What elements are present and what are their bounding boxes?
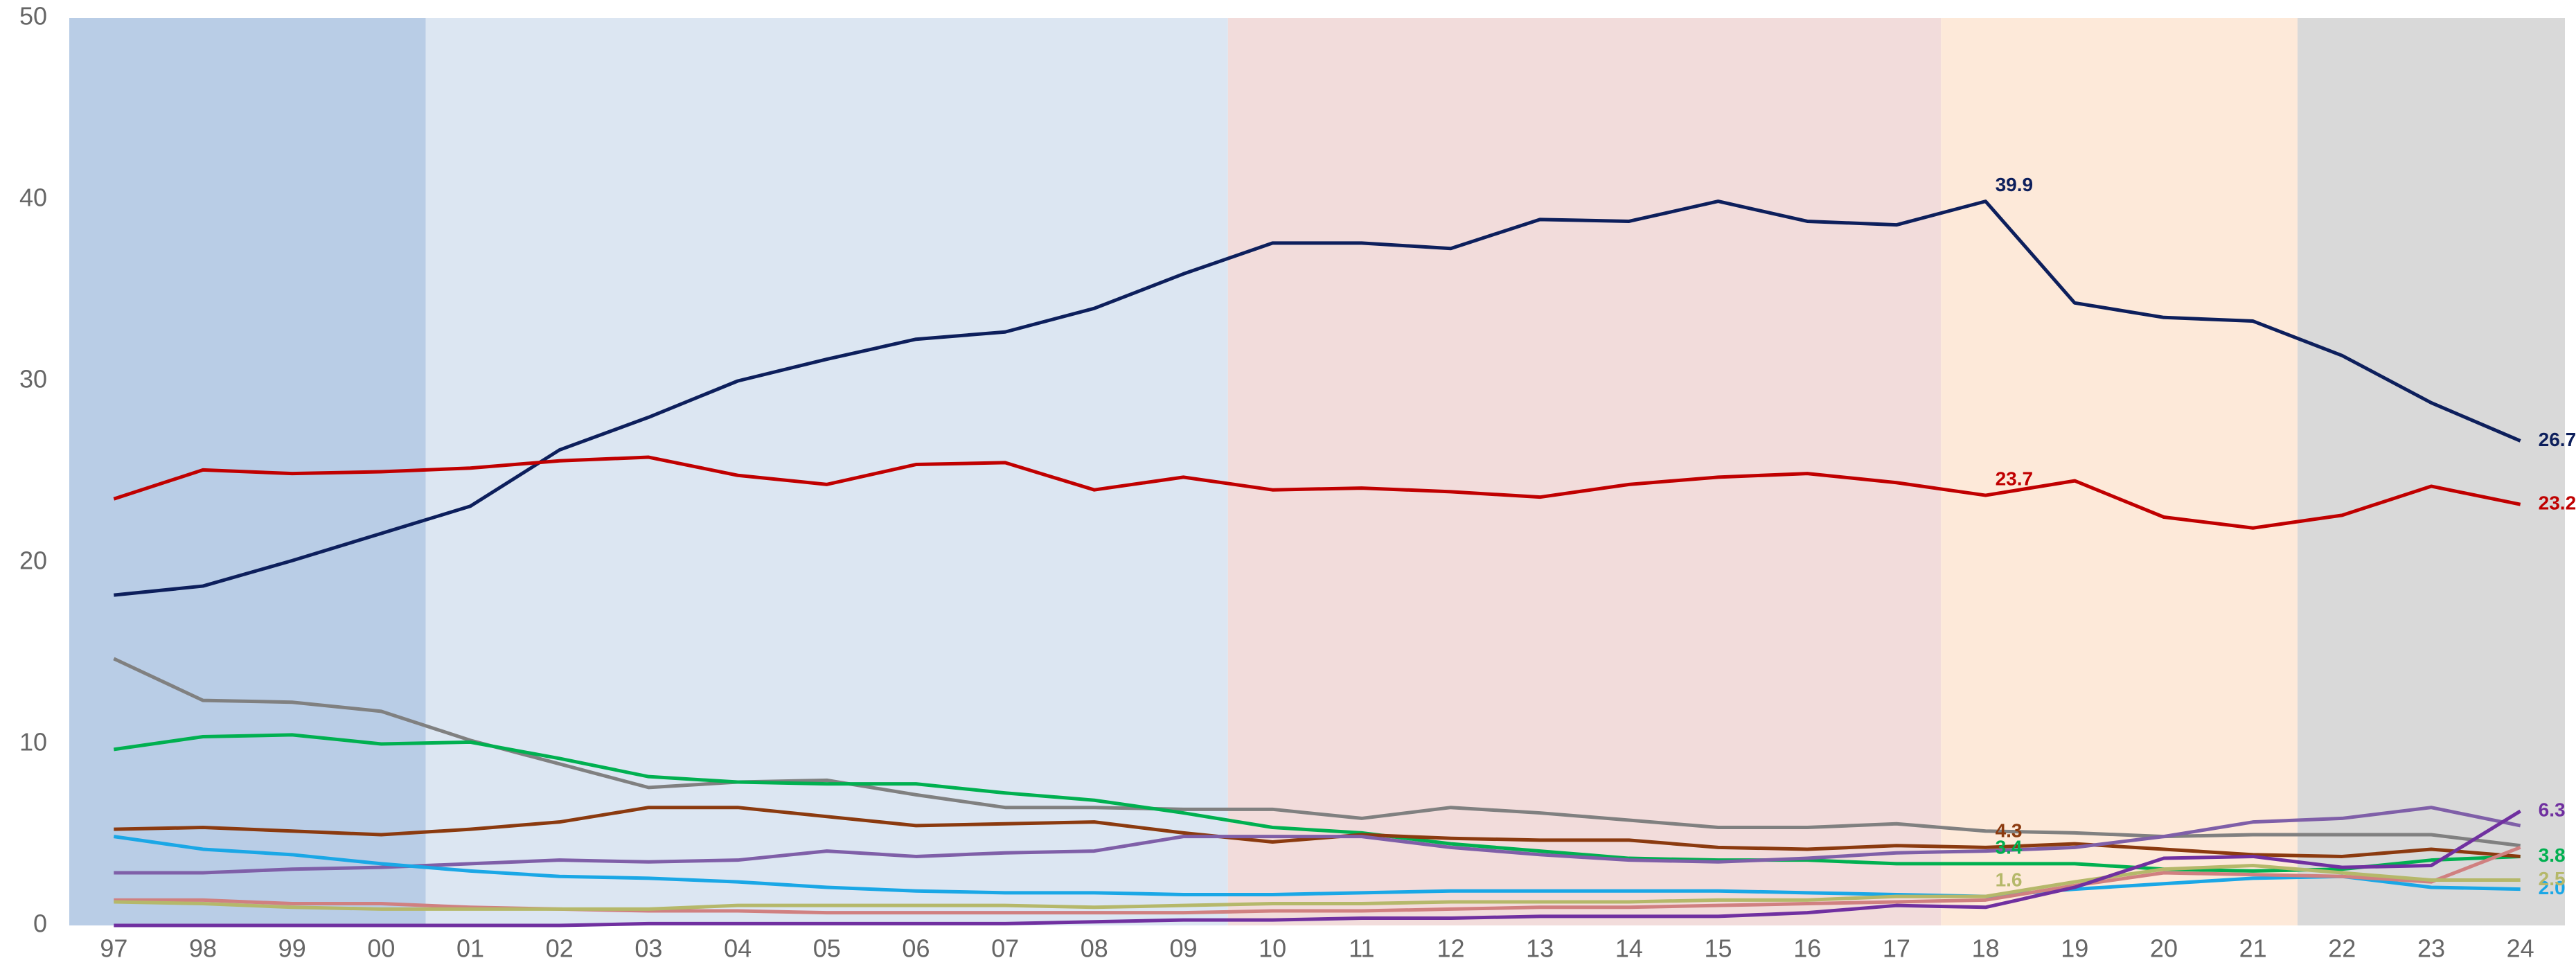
x-tick-label: 24: [2507, 934, 2534, 963]
period-band: [425, 18, 1228, 925]
x-tick-label: 00: [367, 934, 395, 963]
data-label: 2.5: [2539, 868, 2566, 889]
series-line: [113, 657, 2521, 848]
series-line: [114, 806, 2521, 875]
x-tick-label: 03: [634, 934, 662, 963]
y-tick-label: 30: [19, 365, 47, 393]
data-label: 26.7: [2539, 429, 2576, 450]
data-label: 39.9: [1996, 174, 2034, 195]
x-tick-label: 04: [724, 934, 752, 963]
data-label: 3.8: [2539, 844, 2566, 866]
data-label: 3.4: [1996, 836, 2023, 858]
x-tick-label: 14: [1615, 934, 1643, 963]
x-tick-label: 05: [813, 934, 841, 963]
period-band: [2297, 18, 2565, 925]
x-tick-label: 21: [2239, 934, 2267, 963]
data-label: 1.6: [1996, 869, 2023, 890]
period-band: [1227, 18, 1942, 925]
x-tick-label: 19: [2061, 934, 2088, 963]
x-tick-label: 23: [2417, 934, 2445, 963]
x-tick-label: 07: [991, 934, 1019, 963]
series-line: [114, 806, 2521, 858]
y-tick-label: 40: [19, 184, 47, 212]
x-tick-label: 98: [189, 934, 217, 963]
series-line: [114, 864, 2521, 911]
data-label: 2.0: [2539, 877, 2566, 898]
x-tick-label: 06: [902, 934, 930, 963]
x-tick-label: 13: [1526, 934, 1554, 963]
series-line: [113, 835, 2521, 898]
series-line: [113, 455, 2521, 530]
x-tick-label: 99: [278, 934, 306, 963]
x-tick-label: 20: [2150, 934, 2178, 963]
y-tick-label: 50: [19, 2, 47, 30]
y-tick-label: 20: [19, 547, 47, 575]
x-tick-label: 01: [456, 934, 484, 963]
x-tick-label: 18: [1972, 934, 2000, 963]
period-band: [1941, 18, 2298, 925]
series-line: [113, 733, 2521, 873]
y-tick-label: 10: [19, 728, 47, 756]
data-label: 6.3: [2539, 799, 2566, 820]
x-tick-label: 11: [1349, 934, 1374, 963]
series-line: [114, 199, 2521, 597]
x-tick-label: 17: [1883, 934, 1910, 963]
data-label: 23.7: [1996, 468, 2034, 489]
series-line: [114, 809, 2521, 928]
data-label: 23.2: [2539, 493, 2576, 514]
x-tick-label: 09: [1169, 934, 1197, 963]
x-tick-label: 02: [546, 934, 574, 963]
y-tick-label: 0: [33, 910, 47, 938]
x-tick-label: 12: [1437, 934, 1464, 963]
x-tick-label: 15: [1705, 934, 1732, 963]
data-label: 4.3: [1996, 820, 2023, 842]
x-tick-label: 16: [1793, 934, 1821, 963]
x-tick-label: 10: [1259, 934, 1286, 963]
x-tick-label: 08: [1081, 934, 1108, 963]
x-tick-label: 22: [2328, 934, 2356, 963]
x-tick-label: 97: [100, 934, 127, 963]
